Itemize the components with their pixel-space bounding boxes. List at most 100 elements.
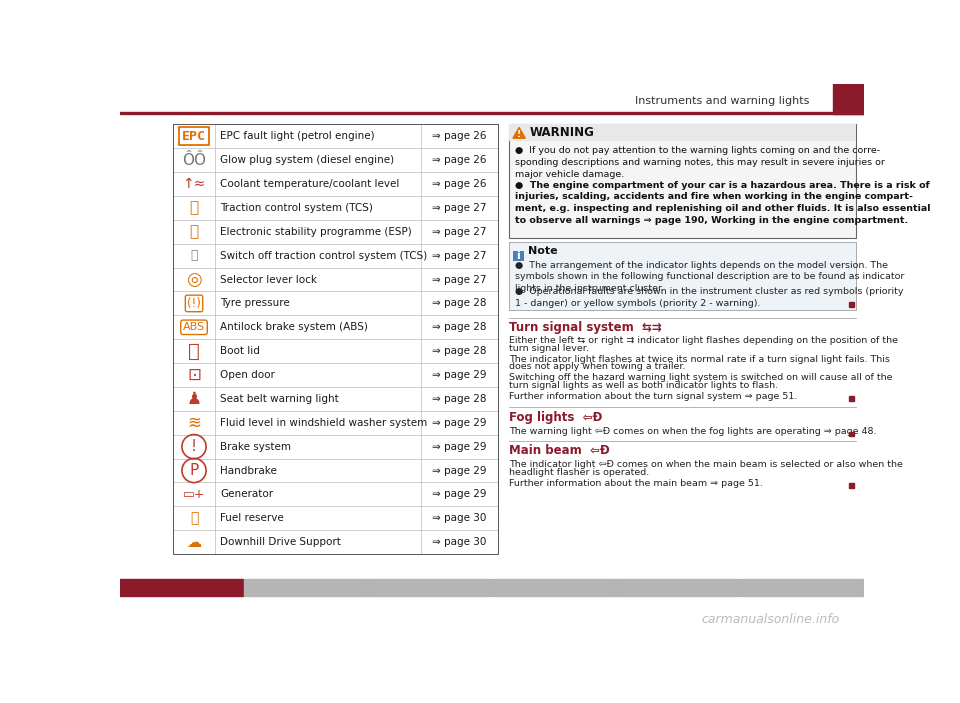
Text: Further information about the turn signal system ⇒ page 51.: Further information about the turn signa…: [509, 392, 798, 401]
Bar: [173, 434, 498, 458]
Text: Fuel reserve: Fuel reserve: [220, 513, 284, 523]
Text: 23: 23: [836, 90, 861, 108]
Polygon shape: [513, 127, 525, 138]
Text: Coolant temperature/coolant level: Coolant temperature/coolant level: [220, 179, 399, 189]
Text: ●  The arrangement of the indicator lights depends on the model version. The
sym: ● The arrangement of the indicator light…: [516, 261, 904, 293]
Text: Turn signal system  ⇆⇉: Turn signal system ⇆⇉: [509, 321, 661, 334]
Text: ▭+: ▭+: [182, 488, 205, 501]
Text: ⌒: ⌒: [188, 342, 200, 361]
Text: EPC: EPC: [182, 130, 206, 143]
Text: Further information about the main beam ⇒ page 51.: Further information about the main beam …: [509, 479, 763, 488]
Bar: [120, 579, 243, 595]
Text: Main beam  ⇦Ð: Main beam ⇦Ð: [509, 444, 610, 458]
Text: ⇒ page 30: ⇒ page 30: [432, 513, 487, 523]
Text: ⇒ page 28: ⇒ page 28: [432, 322, 487, 333]
Bar: [173, 220, 498, 244]
Bar: [850, 396, 854, 401]
Bar: [173, 411, 498, 434]
Text: ⛷: ⛷: [190, 249, 198, 262]
Text: ⇒ page 27: ⇒ page 27: [432, 203, 487, 213]
Text: ⇒ page 30: ⇒ page 30: [432, 537, 487, 547]
Text: ●  The engine compartment of your car is a hazardous area. There is a risk of
in: ● The engine compartment of your car is …: [516, 181, 931, 225]
Bar: [173, 458, 498, 482]
Bar: [509, 124, 856, 141]
Text: ♟: ♟: [186, 390, 202, 408]
Text: Boot lid: Boot lid: [220, 346, 260, 356]
Bar: [173, 363, 498, 387]
Text: turn signal lights as well as both indicator lights to flash.: turn signal lights as well as both indic…: [509, 381, 779, 389]
Text: The warning light ⇦Ð comes on when the fog lights are operating ⇒ page 48.: The warning light ⇦Ð comes on when the f…: [509, 427, 876, 436]
Text: carmanualsonline.info: carmanualsonline.info: [702, 613, 840, 626]
Text: WARNING: WARNING: [529, 127, 594, 139]
Text: Note: Note: [528, 245, 557, 256]
Text: ≋: ≋: [187, 414, 201, 432]
Text: ●  If you do not pay attention to the warning lights coming on and the corre-
sp: ● If you do not pay attention to the war…: [516, 146, 885, 179]
Bar: [173, 124, 498, 554]
Text: ⇒ page 28: ⇒ page 28: [432, 394, 487, 404]
Text: ⇒ page 27: ⇒ page 27: [432, 251, 487, 261]
Text: ⇒ page 29: ⇒ page 29: [432, 418, 487, 427]
Bar: [492, 579, 615, 595]
Text: turn signal lever.: turn signal lever.: [509, 344, 588, 353]
Bar: [173, 316, 498, 340]
Text: ☁: ☁: [186, 534, 202, 550]
Text: Driving Tips: Driving Tips: [403, 583, 457, 592]
Text: ⇒ page 29: ⇒ page 29: [432, 489, 487, 499]
Bar: [509, 124, 856, 238]
Text: headlight flasher is operated.: headlight flasher is operated.: [509, 467, 649, 477]
Text: does not apply when towing a trailer.: does not apply when towing a trailer.: [509, 362, 685, 371]
Text: ⇒ page 29: ⇒ page 29: [432, 465, 487, 475]
Text: Electronic stability programme (ESP): Electronic stability programme (ESP): [220, 227, 412, 237]
Text: ⇒ page 26: ⇒ page 26: [432, 179, 487, 189]
Bar: [173, 244, 498, 268]
Text: Open door: Open door: [220, 370, 275, 380]
Text: P: P: [189, 463, 199, 478]
Text: !: !: [517, 130, 521, 139]
Text: Antilock brake system (ABS): Antilock brake system (ABS): [220, 322, 368, 333]
Text: Fluid level in windshield washer system: Fluid level in windshield washer system: [220, 418, 427, 427]
Bar: [120, 112, 864, 114]
Bar: [244, 579, 368, 595]
Bar: [173, 124, 498, 148]
Text: Safety: Safety: [292, 583, 321, 592]
Text: ⛷: ⛷: [189, 200, 199, 215]
Text: Handbrake: Handbrake: [220, 465, 276, 475]
Text: Fog lights  ⇦Ð: Fog lights ⇦Ð: [509, 411, 603, 423]
Text: Breakdown assistance: Breakdown assistance: [628, 583, 729, 592]
Text: Generator: Generator: [220, 489, 273, 499]
Bar: [850, 302, 854, 307]
Bar: [173, 506, 498, 530]
Bar: [509, 243, 856, 310]
Text: General Maintenance: General Maintenance: [505, 583, 603, 592]
Text: Brake system: Brake system: [220, 441, 291, 451]
Bar: [173, 387, 498, 411]
Text: ◎: ◎: [186, 271, 202, 288]
Text: ⇒ page 28: ⇒ page 28: [432, 299, 487, 309]
Text: ⇒ page 29: ⇒ page 29: [432, 370, 487, 380]
Text: Switch off traction control system (TCS): Switch off traction control system (TCS): [220, 251, 427, 261]
Text: ⇒ page 26: ⇒ page 26: [432, 131, 487, 141]
Bar: [513, 251, 524, 262]
Text: Switching off the hazard warning light system is switched on will cause all of t: Switching off the hazard warning light s…: [509, 373, 893, 382]
Text: Traction control system (TCS): Traction control system (TCS): [220, 203, 372, 213]
Bar: [850, 483, 854, 488]
Text: Glow plug system (diesel engine): Glow plug system (diesel engine): [220, 155, 395, 165]
Text: ⊡: ⊡: [187, 366, 201, 384]
Text: Seat belt warning light: Seat belt warning light: [220, 394, 339, 404]
Text: ⇒ page 29: ⇒ page 29: [432, 441, 487, 451]
Text: Either the left ⇆ or right ⇉ indicator light flashes depending on the position o: Either the left ⇆ or right ⇉ indicator l…: [509, 336, 898, 345]
Bar: [368, 579, 492, 595]
Text: Using the system: Using the system: [143, 583, 222, 592]
Text: ↑≈: ↑≈: [182, 177, 205, 191]
Text: Downhill Drive Support: Downhill Drive Support: [220, 537, 341, 547]
Text: ⇒ page 28: ⇒ page 28: [432, 346, 487, 356]
Text: ⇒ page 27: ⇒ page 27: [432, 275, 487, 285]
Text: ÔÔ: ÔÔ: [182, 153, 206, 168]
Text: Instruments and warning lights: Instruments and warning lights: [636, 96, 809, 106]
Text: i: i: [516, 251, 520, 261]
Bar: [616, 579, 739, 595]
Bar: [740, 579, 863, 595]
Bar: [173, 482, 498, 506]
Bar: [850, 432, 854, 437]
Bar: [173, 172, 498, 196]
